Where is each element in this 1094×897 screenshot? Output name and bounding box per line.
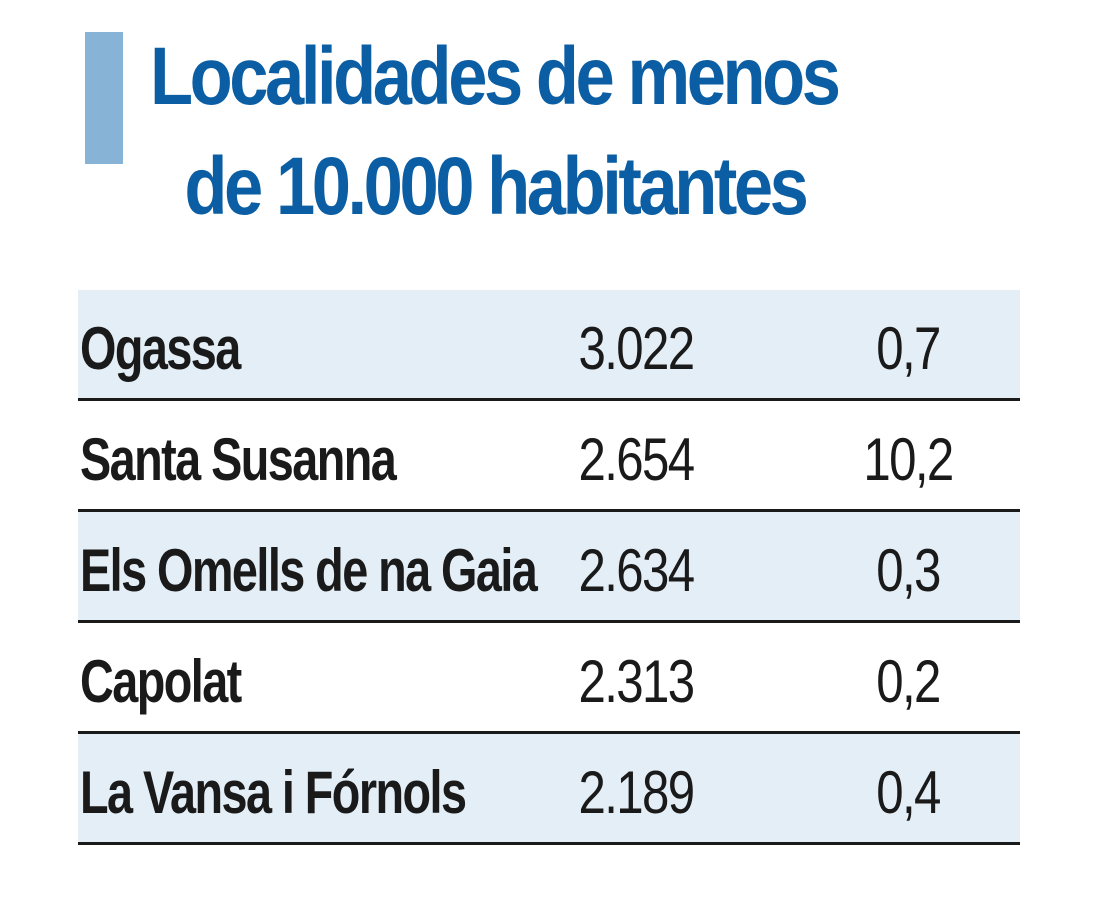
table-row: La Vansa i Fórnols 2.189 0,4	[78, 734, 1020, 845]
locality-name: Ogassa	[80, 315, 241, 382]
table-row: Ogassa 3.022 0,7	[78, 290, 1020, 401]
population-value: 2.634	[578, 537, 696, 604]
chart-title-line-1: Localidades de menos	[150, 31, 841, 122]
chart-title: Localidades de menos de 10.000 habitante…	[150, 22, 890, 242]
population-value: 2.313	[578, 648, 696, 715]
percent-value: 0,2	[876, 648, 941, 715]
population-value: 2.654	[578, 426, 696, 493]
locality-name: Capolat	[80, 648, 242, 715]
percent-value: 0,4	[876, 759, 941, 826]
table-row: Els Omells de na Gaia 2.634 0,3	[78, 512, 1020, 623]
data-table: Ogassa 3.022 0,7 Santa Susanna 2.654 10,2 Els …	[78, 290, 1020, 845]
locality-name: Els Omells de na Gaia	[80, 537, 538, 604]
title-accent-bar	[85, 32, 123, 164]
population-value: 2.189	[578, 759, 696, 826]
percent-value: 0,3	[876, 537, 941, 604]
table-row: Santa Susanna 2.654 10,2	[78, 401, 1020, 512]
percent-value: 10,2	[863, 426, 954, 493]
table-row: Capolat 2.313 0,2	[78, 623, 1020, 734]
locality-name: La Vansa i Fórnols	[80, 759, 467, 826]
population-value: 3.022	[578, 315, 696, 382]
chart-title-line-2: de 10.000 habitantes	[184, 141, 808, 232]
percent-value: 0,7	[876, 315, 941, 382]
locality-name: Santa Susanna	[80, 426, 397, 493]
